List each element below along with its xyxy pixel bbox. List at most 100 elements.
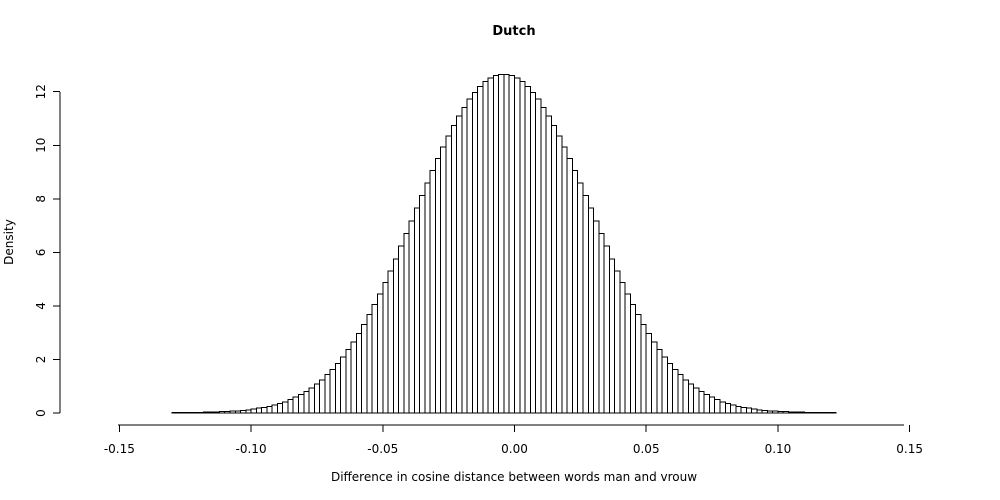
histogram-bar <box>798 411 805 414</box>
histogram-bar <box>582 195 589 414</box>
histogram-bar <box>529 91 537 414</box>
histogram-bar <box>276 402 284 414</box>
histogram-bar <box>635 314 642 414</box>
histogram-bar <box>218 411 226 414</box>
histogram-bar <box>450 125 458 414</box>
y-tick-label: 6 <box>34 249 48 257</box>
histogram-bar <box>361 323 368 414</box>
histogram-bar <box>471 91 479 414</box>
histogram-bar <box>577 182 584 414</box>
histogram-bars <box>171 73 837 414</box>
histogram-bar <box>672 368 679 414</box>
histogram-bar <box>619 282 626 414</box>
histogram-bar <box>703 394 710 414</box>
histogram-bar <box>255 407 263 414</box>
histogram-bar <box>677 374 684 414</box>
x-tick-label: 0.10 <box>765 442 792 456</box>
histogram-bar <box>245 409 252 414</box>
histogram-bar <box>266 405 273 414</box>
histogram-bar <box>603 245 610 414</box>
histogram-bar <box>329 368 336 414</box>
histogram-bar <box>535 98 542 414</box>
histogram-bar <box>777 410 784 414</box>
histogram-bar <box>287 399 294 414</box>
histogram-bar <box>466 98 473 414</box>
histogram-bar <box>524 85 531 414</box>
y-axis: 0 2 4 6 8 10 12 <box>34 84 61 417</box>
histogram-bar <box>782 411 789 414</box>
histogram-bar <box>345 349 352 414</box>
histogram-bar <box>761 409 768 414</box>
histogram-bar <box>413 207 421 414</box>
histogram-bar <box>514 77 521 414</box>
y-axis-label: Density <box>2 219 16 265</box>
histogram-bar <box>340 356 347 414</box>
histogram-bar <box>313 383 321 414</box>
histogram-bar <box>366 314 373 414</box>
histogram-bar <box>240 409 247 414</box>
histogram-bar <box>614 270 621 414</box>
histogram-bar <box>571 170 579 414</box>
histogram-bar <box>492 75 500 414</box>
histogram-bar <box>292 396 299 414</box>
histogram-bar <box>440 146 447 414</box>
histogram-bar <box>408 220 415 414</box>
histogram-bar <box>740 406 747 414</box>
histogram-bar <box>503 73 510 414</box>
histogram-bar <box>666 362 674 414</box>
histogram-bar <box>756 409 763 414</box>
histogram-bar <box>650 341 658 414</box>
histogram-bar <box>693 387 700 414</box>
histogram-bar <box>730 404 737 414</box>
histogram-bar <box>371 304 379 414</box>
histogram-bar <box>793 411 800 414</box>
histogram-bar <box>498 73 505 414</box>
histogram-bar <box>587 207 595 414</box>
histogram-bar <box>698 391 705 414</box>
y-tick-label: 4 <box>34 302 48 310</box>
histogram-bar <box>809 411 816 414</box>
histogram-bar <box>224 410 231 414</box>
histogram-bar <box>645 332 652 414</box>
histogram-bar <box>566 158 573 414</box>
histogram-bar <box>334 362 342 414</box>
histogram-bar <box>719 401 726 414</box>
histogram-bar <box>324 374 331 414</box>
histogram-bar <box>434 158 442 414</box>
y-tick-label: 2 <box>34 356 48 364</box>
histogram-bar <box>561 146 568 414</box>
histogram-bar <box>250 408 257 414</box>
histogram-bar <box>387 270 394 414</box>
histogram-bar <box>487 77 494 414</box>
histogram-bar <box>297 394 305 414</box>
histogram-bar <box>735 405 742 414</box>
histogram-bar <box>745 407 753 414</box>
x-axis: -0.15 -0.10 -0.05 0.00 0.05 0.10 0.15 <box>104 424 923 456</box>
histogram-bar <box>787 411 795 414</box>
histogram-bar <box>398 245 405 414</box>
histogram-bar <box>519 81 526 414</box>
histogram-bar <box>261 406 268 414</box>
histogram-bar <box>282 401 289 414</box>
histogram-bar <box>661 356 668 414</box>
histogram-bar <box>271 404 278 414</box>
histogram-bar <box>377 293 384 414</box>
histogram-bar <box>213 411 220 414</box>
histogram-bar <box>545 115 552 414</box>
histogram-bar <box>629 304 637 414</box>
histogram-bar <box>477 85 484 414</box>
chart-title: Dutch <box>492 24 535 39</box>
histogram-bar <box>556 135 563 414</box>
histogram-bar <box>593 220 600 414</box>
y-tick-label: 0 <box>34 409 48 417</box>
x-tick-label: -0.10 <box>236 442 267 456</box>
y-tick-label: 8 <box>34 195 48 203</box>
histogram-bar <box>682 379 689 414</box>
histogram-bar <box>803 411 811 414</box>
histogram-bar <box>382 282 389 414</box>
x-tick-label: 0.15 <box>896 442 923 456</box>
histogram-bar <box>640 323 647 414</box>
histogram-bar <box>461 106 468 414</box>
histogram-bar <box>772 410 779 414</box>
histogram-bar <box>403 233 410 414</box>
